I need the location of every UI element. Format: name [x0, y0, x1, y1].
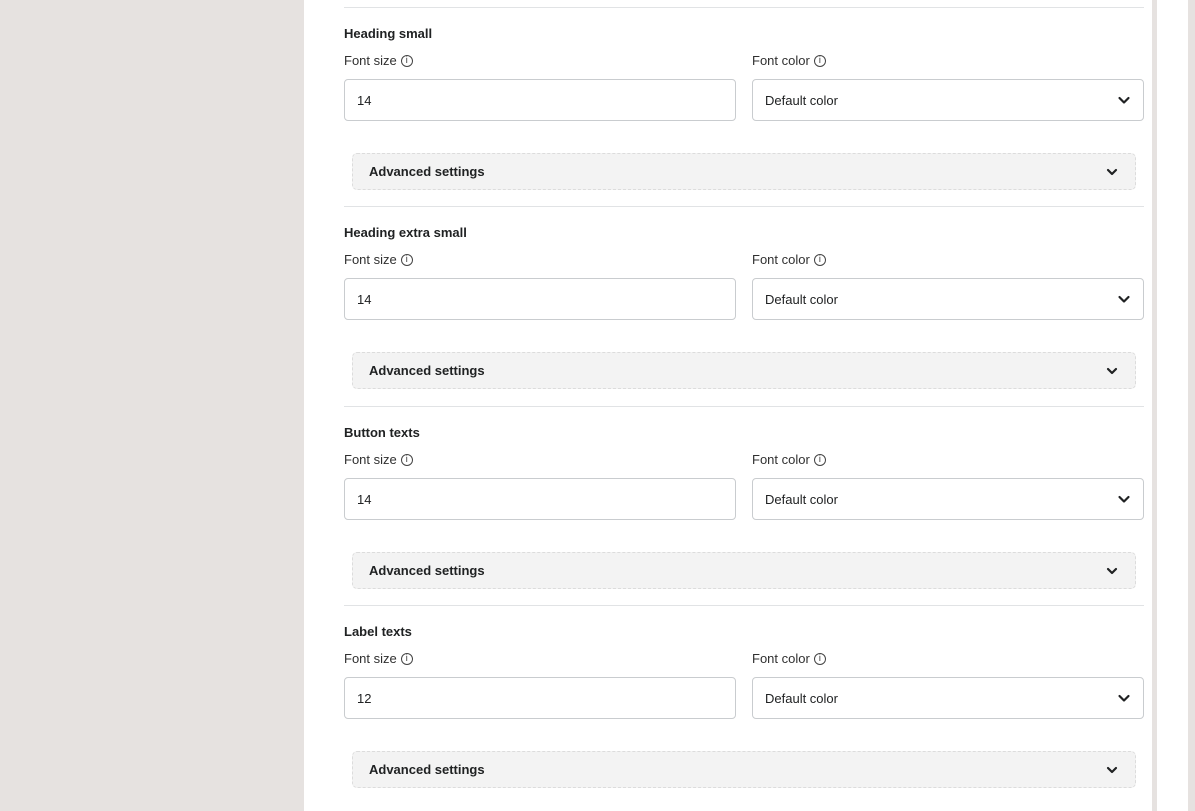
font-color-value: Default color	[765, 690, 838, 706]
typography-section: Heading extra small Font size i Font colo…	[344, 206, 1144, 406]
font-color-label-text: Font color	[752, 53, 810, 68]
font-color-select[interactable]: Default color	[752, 79, 1144, 121]
info-icon[interactable]: i	[400, 54, 413, 67]
advanced-settings-toggle[interactable]: Advanced settings	[352, 751, 1136, 788]
font-size-label-text: Font size	[344, 53, 397, 68]
chevron-down-icon	[1106, 766, 1118, 773]
divider	[344, 605, 1144, 606]
chevron-down-icon	[1106, 367, 1118, 374]
font-color-value: Default color	[765, 291, 838, 307]
chevron-down-icon	[1118, 295, 1130, 303]
font-size-input[interactable]: 14	[344, 278, 736, 320]
font-size-label: Font size i	[344, 452, 413, 467]
chevron-down-icon	[1118, 96, 1130, 104]
font-size-input[interactable]: 14	[344, 478, 736, 520]
font-color-label-text: Font color	[752, 252, 810, 267]
info-icon[interactable]: i	[813, 54, 826, 67]
font-size-label: Font size i	[344, 53, 413, 68]
divider	[344, 206, 1144, 207]
font-size-input[interactable]: 14	[344, 79, 736, 121]
advanced-settings-label: Advanced settings	[369, 164, 485, 179]
font-size-value: 14	[357, 291, 372, 307]
chevron-down-icon	[1106, 168, 1118, 175]
divider	[344, 7, 1144, 8]
advanced-settings-toggle[interactable]: Advanced settings	[352, 153, 1136, 190]
font-color-value: Default color	[765, 92, 838, 108]
font-color-label-text: Font color	[752, 452, 810, 467]
font-color-select[interactable]: Default color	[752, 677, 1144, 719]
divider	[344, 406, 1144, 407]
settings-panel: Heading small Font size i Font color i 14 …	[304, 0, 1152, 811]
font-color-label: Font color i	[752, 452, 826, 467]
advanced-settings-label: Advanced settings	[369, 563, 485, 578]
font-size-label: Font size i	[344, 651, 413, 666]
chevron-down-icon	[1106, 567, 1118, 574]
font-size-input[interactable]: 12	[344, 677, 736, 719]
advanced-settings-toggle[interactable]: Advanced settings	[352, 552, 1136, 589]
typography-section: Heading small Font size i Font color i 14 …	[344, 7, 1144, 207]
advanced-settings-toggle[interactable]: Advanced settings	[352, 352, 1136, 389]
chevron-down-icon	[1118, 495, 1130, 503]
font-color-label: Font color i	[752, 53, 826, 68]
info-icon[interactable]: i	[400, 652, 413, 665]
font-color-select[interactable]: Default color	[752, 278, 1144, 320]
font-color-select[interactable]: Default color	[752, 478, 1144, 520]
font-color-label: Font color i	[752, 651, 826, 666]
info-icon[interactable]: i	[813, 652, 826, 665]
font-size-label-text: Font size	[344, 252, 397, 267]
typography-section: Button texts Font size i Font color i 14 D…	[344, 406, 1144, 606]
advanced-settings-label: Advanced settings	[369, 762, 485, 777]
font-size-value: 14	[357, 491, 372, 507]
right-strip	[1157, 0, 1188, 811]
font-size-value: 14	[357, 92, 372, 108]
font-color-label: Font color i	[752, 252, 826, 267]
info-icon[interactable]: i	[400, 453, 413, 466]
section-heading: Heading small	[344, 26, 433, 41]
font-color-value: Default color	[765, 491, 838, 507]
info-icon[interactable]: i	[400, 253, 413, 266]
typography-section: Label texts Font size i Font color i 12 De…	[344, 605, 1144, 805]
font-color-label-text: Font color	[752, 651, 810, 666]
section-heading: Label texts	[344, 624, 412, 639]
font-size-label-text: Font size	[344, 452, 397, 467]
section-heading: Heading extra small	[344, 225, 467, 240]
info-icon[interactable]: i	[813, 253, 826, 266]
chevron-down-icon	[1118, 694, 1130, 702]
font-size-value: 12	[357, 690, 372, 706]
info-icon[interactable]: i	[813, 453, 826, 466]
section-heading: Button texts	[344, 425, 420, 440]
font-size-label-text: Font size	[344, 651, 397, 666]
font-size-label: Font size i	[344, 252, 413, 267]
advanced-settings-label: Advanced settings	[369, 363, 485, 378]
